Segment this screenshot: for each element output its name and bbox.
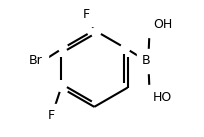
Text: F: F xyxy=(48,109,55,122)
Text: B: B xyxy=(141,55,150,67)
Text: F: F xyxy=(83,8,90,21)
Text: OH: OH xyxy=(152,18,172,31)
Text: HO: HO xyxy=(152,91,172,104)
Text: Br: Br xyxy=(29,55,43,67)
